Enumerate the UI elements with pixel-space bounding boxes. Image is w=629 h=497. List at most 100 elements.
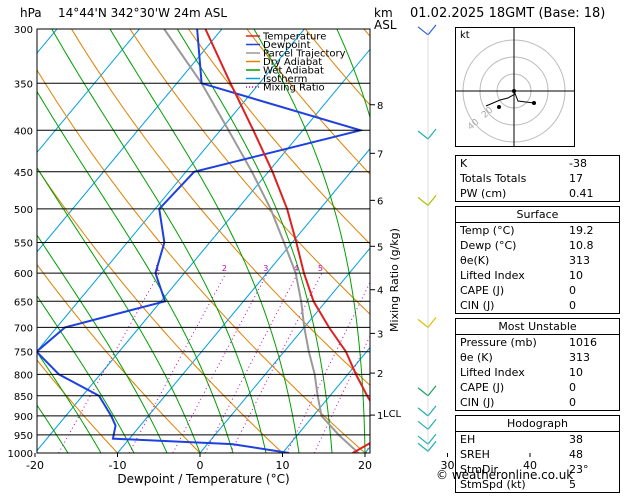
legend-label: Mixing Ratio bbox=[263, 83, 325, 94]
wind-barb bbox=[418, 436, 428, 444]
pressure-tick-label: 550 bbox=[14, 238, 33, 249]
pressure-tick-label: 700 bbox=[14, 323, 33, 334]
km-tick-label: 5 bbox=[377, 242, 383, 253]
pressure-tick-label: 850 bbox=[14, 392, 33, 403]
pressure-tick-label: 900 bbox=[14, 412, 33, 423]
surface-row: θe(K) 313 bbox=[456, 253, 619, 268]
temperature-tick-label: -10 bbox=[109, 459, 127, 472]
pressure-tick-label: 650 bbox=[14, 297, 33, 308]
most-unstable-title: Most Unstable bbox=[456, 319, 619, 334]
index-value: 17 bbox=[569, 171, 615, 186]
hodo-row: SREH 48 bbox=[456, 447, 619, 462]
surface-row: CAPE (J) 0 bbox=[456, 283, 619, 298]
index-row: Totals Totals 17 bbox=[456, 171, 619, 186]
temperature-tick-label: 20 bbox=[358, 459, 372, 472]
surface-row: Lifted Index 10 bbox=[456, 268, 619, 283]
temperature-tick-label: 10 bbox=[276, 459, 290, 472]
row-value: 10 bbox=[569, 268, 615, 283]
asl-label: ASL bbox=[374, 18, 397, 32]
row-label: CIN (J) bbox=[460, 395, 494, 410]
wind-barb bbox=[418, 197, 428, 205]
wind-barb bbox=[418, 408, 428, 416]
mixing-ratio-label: 15 bbox=[445, 264, 455, 273]
pressure-tick-label: 600 bbox=[14, 269, 33, 280]
datetime-title: 01.02.2025 18GMT (Base: 18) bbox=[410, 6, 605, 21]
pressure-tick-label: 300 bbox=[14, 25, 33, 36]
row-label: Temp (°C) bbox=[460, 223, 515, 238]
surface-row: Dewp (°C)10.8 bbox=[456, 238, 619, 253]
row-value: 23° bbox=[569, 462, 615, 477]
row-label: Lifted Index bbox=[460, 268, 525, 283]
km-tick-label: 4 bbox=[377, 286, 383, 297]
row-value: 48 bbox=[569, 447, 615, 462]
wet-adiabat-line bbox=[419, 29, 443, 453]
km-tick-label: 3 bbox=[377, 329, 383, 340]
wind-barb bbox=[428, 406, 436, 416]
hodograph-title: Hodograph bbox=[456, 416, 619, 431]
mixing-ratio-label: 8 bbox=[371, 264, 376, 273]
surface-row: Temp (°C) 19.2 bbox=[456, 222, 619, 238]
pressure-tick-label: 800 bbox=[14, 370, 33, 381]
wind-barb bbox=[428, 419, 436, 429]
wind-barb bbox=[418, 27, 428, 35]
wind-barb bbox=[428, 195, 436, 205]
copyright: © weatheronline.co.uk bbox=[436, 468, 573, 482]
row-label: CAPE (J) bbox=[460, 283, 504, 298]
row-value: 10 bbox=[569, 365, 615, 380]
temperature-tick-label: -20 bbox=[26, 459, 44, 472]
mu-row: θe (K) 313 bbox=[456, 350, 619, 365]
wet-adiabat-line bbox=[1, 29, 233, 453]
x-axis-label: Dewpoint / Temperature (°C) bbox=[117, 472, 289, 486]
mixing-ratio-line bbox=[129, 273, 226, 453]
surface-row: CIN (J) 0 bbox=[456, 298, 619, 313]
row-label: Lifted Index bbox=[460, 365, 525, 380]
dry-adiabat-line bbox=[0, 29, 283, 453]
hodograph-kt-label: kt bbox=[460, 30, 470, 41]
index-value: -38 bbox=[569, 156, 615, 171]
wind-barb bbox=[428, 386, 436, 396]
km-tick-label: 2 bbox=[377, 369, 383, 380]
km-tick-label: 7 bbox=[377, 149, 383, 160]
index-value: 0.41 bbox=[569, 186, 615, 201]
index-label: PW (cm) bbox=[460, 186, 506, 201]
index-row: PW (cm) 0.41 bbox=[456, 186, 619, 201]
row-value: 10.8 bbox=[569, 238, 615, 253]
mu-row: Lifted Index 10 bbox=[456, 365, 619, 380]
row-value: 313 bbox=[569, 253, 615, 268]
row-value: 1016 bbox=[569, 335, 615, 350]
row-value: 38 bbox=[569, 432, 615, 447]
hodo-row: EH 38 bbox=[456, 431, 619, 447]
hpa-label: hPa bbox=[20, 6, 42, 20]
hodograph: kt 20 40 bbox=[455, 27, 575, 147]
row-label: Pressure (mb) bbox=[460, 335, 537, 350]
mixing-ratio-line bbox=[205, 273, 298, 453]
wet-adiabat-line bbox=[0, 29, 68, 453]
row-label: SREH bbox=[460, 447, 490, 462]
wind-barb bbox=[418, 421, 428, 429]
index-label: Totals Totals bbox=[460, 171, 526, 186]
row-label: θe(K) bbox=[460, 253, 489, 268]
row-value: 0 bbox=[569, 283, 615, 298]
row-label: CIN (J) bbox=[460, 298, 494, 313]
mu-row: Pressure (mb) 1016 bbox=[456, 334, 619, 350]
row-value: 0 bbox=[569, 380, 615, 395]
row-value: 0 bbox=[569, 395, 615, 410]
km-tick-label: 8 bbox=[377, 101, 383, 112]
index-row: K -38 bbox=[456, 156, 619, 171]
index-label: K bbox=[460, 156, 467, 171]
row-label: θe (K) bbox=[460, 350, 493, 365]
row-value: 0 bbox=[569, 298, 615, 313]
wind-barb bbox=[428, 25, 436, 35]
surface-table: Surface Temp (°C)19.2 Dewp (°C)10.8 θe(K… bbox=[455, 206, 620, 314]
indices-table: K -38 Totals Totals 17 PW (cm) 0.41 bbox=[455, 155, 620, 202]
row-value: 313 bbox=[569, 350, 615, 365]
pressure-tick-label: 450 bbox=[14, 168, 33, 179]
pressure-tick-label: 750 bbox=[14, 348, 33, 359]
wind-barb bbox=[418, 388, 428, 396]
row-label: EH bbox=[460, 432, 475, 447]
row-value: 19.2 bbox=[569, 223, 615, 238]
wind-barbs bbox=[418, 25, 436, 453]
mixing-ratio-line bbox=[59, 273, 159, 453]
pressure-tick-label: 950 bbox=[14, 431, 33, 442]
